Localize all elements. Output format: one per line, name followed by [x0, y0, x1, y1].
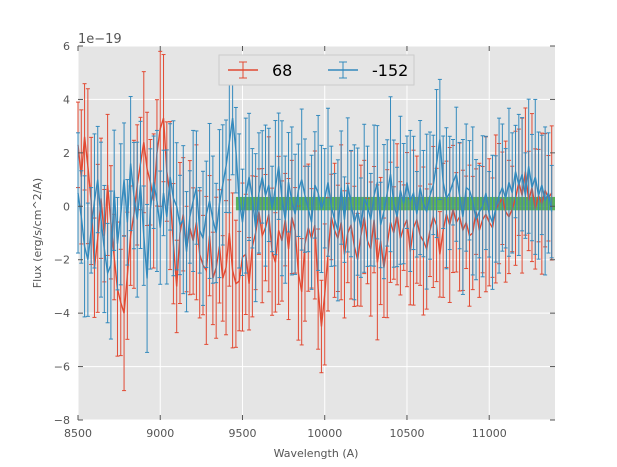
legend-marker-68 — [228, 61, 258, 79]
x-tick-label: 8500 — [64, 427, 92, 440]
x-tick-label: 9500 — [228, 427, 256, 440]
y-axis-label: Flux (erg/s/cm^2/A) — [31, 178, 44, 288]
series--152 — [76, 60, 554, 353]
legend: 68 -152 — [218, 54, 415, 86]
highlight-band — [235, 196, 555, 211]
legend-marker-minus-152 — [328, 61, 358, 79]
plot-area — [76, 45, 555, 421]
x-tick-label: 9000 — [146, 427, 174, 440]
y-tick-label: −2 — [54, 254, 70, 267]
y-tick-label: 6 — [63, 40, 70, 53]
y-offset-text: 1e−19 — [78, 32, 122, 47]
y-tick-label: 0 — [63, 200, 70, 213]
x-tick-label: 10000 — [307, 427, 342, 440]
legend-label-68: 68 — [272, 61, 292, 80]
x-tick-label: 10500 — [389, 427, 424, 440]
x-tick-label: 11000 — [472, 427, 507, 440]
y-tick-label: 2 — [63, 147, 70, 160]
series-line--152 — [77, 118, 553, 279]
y-tick-label: −6 — [54, 361, 70, 374]
legend-label-minus-152: -152 — [372, 61, 408, 80]
y-tick-label: 4 — [63, 93, 70, 106]
series-layer — [76, 50, 554, 392]
y-tick-label: −4 — [54, 307, 70, 320]
axes-background — [78, 46, 555, 420]
x-axis-label: Wavelength (A) — [274, 447, 359, 460]
axis-tick-labels: 8500 9000 9500 10000 10500 11000 −8 −6 −4 −2 0 2 4 6 — [54, 40, 507, 440]
y-tick-label: −8 — [54, 414, 70, 427]
axis-ticks — [77, 45, 555, 421]
